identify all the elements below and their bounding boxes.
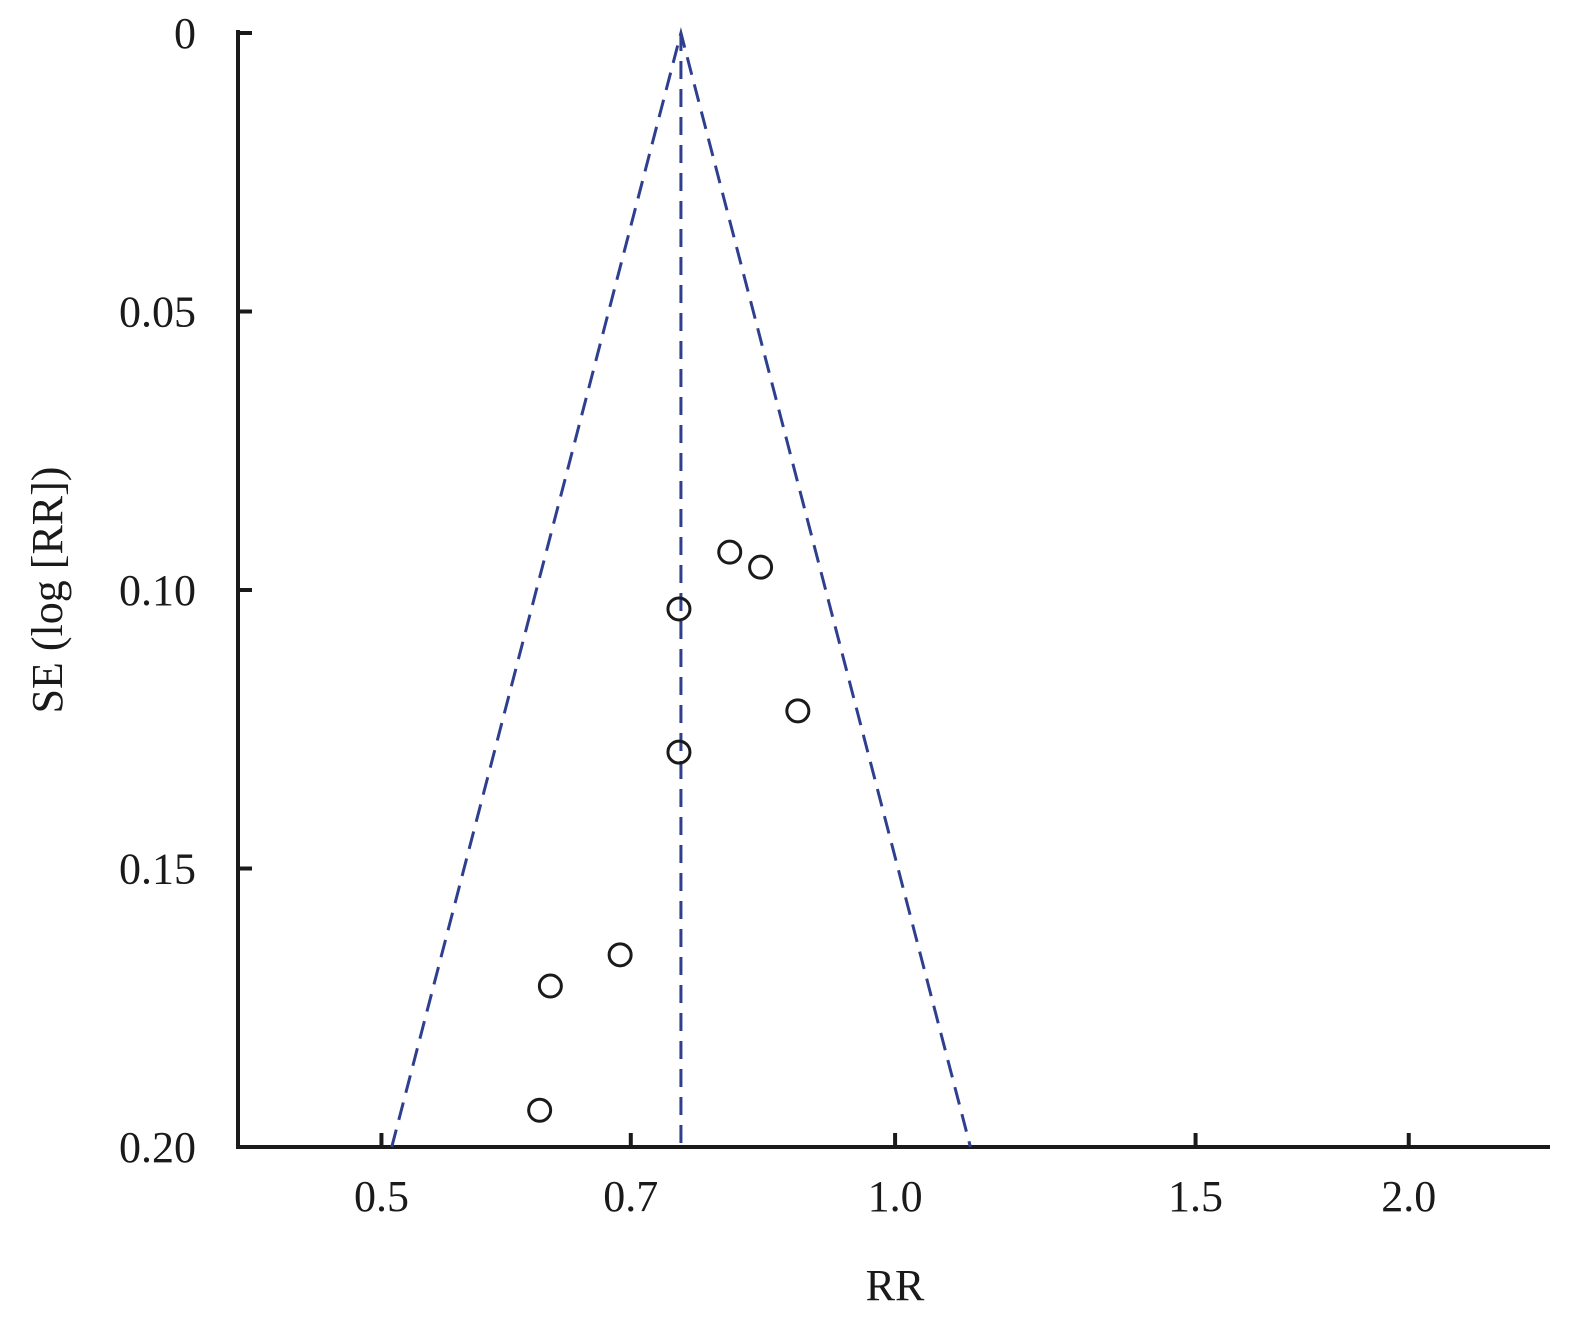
y-tick-label: 0 [174, 9, 196, 58]
study-point [785, 698, 811, 724]
study-point [666, 739, 692, 765]
study-point [527, 1097, 553, 1123]
x-tick-label: 1.5 [1168, 1172, 1223, 1221]
y-tick-label: 0.10 [119, 566, 196, 615]
study-point [607, 942, 633, 968]
y-tick-label: 0.20 [119, 1123, 196, 1172]
x-tick-label: 2.0 [1381, 1172, 1436, 1221]
x-tick-label: 0.7 [603, 1172, 658, 1221]
y-tick-label: 0.05 [119, 288, 196, 337]
x-tick-label: 0.5 [354, 1172, 409, 1221]
study-point [666, 596, 692, 622]
study-point [537, 973, 563, 999]
x-axis-label: RR [866, 1261, 925, 1310]
y-axis-label: SE (log [RR]) [23, 467, 72, 714]
funnel-limit [390, 27, 972, 1148]
y-tick-label: 0.15 [119, 845, 196, 894]
study-point [717, 539, 743, 565]
x-tick-label: 1.0 [868, 1172, 923, 1221]
study-point [748, 554, 774, 580]
